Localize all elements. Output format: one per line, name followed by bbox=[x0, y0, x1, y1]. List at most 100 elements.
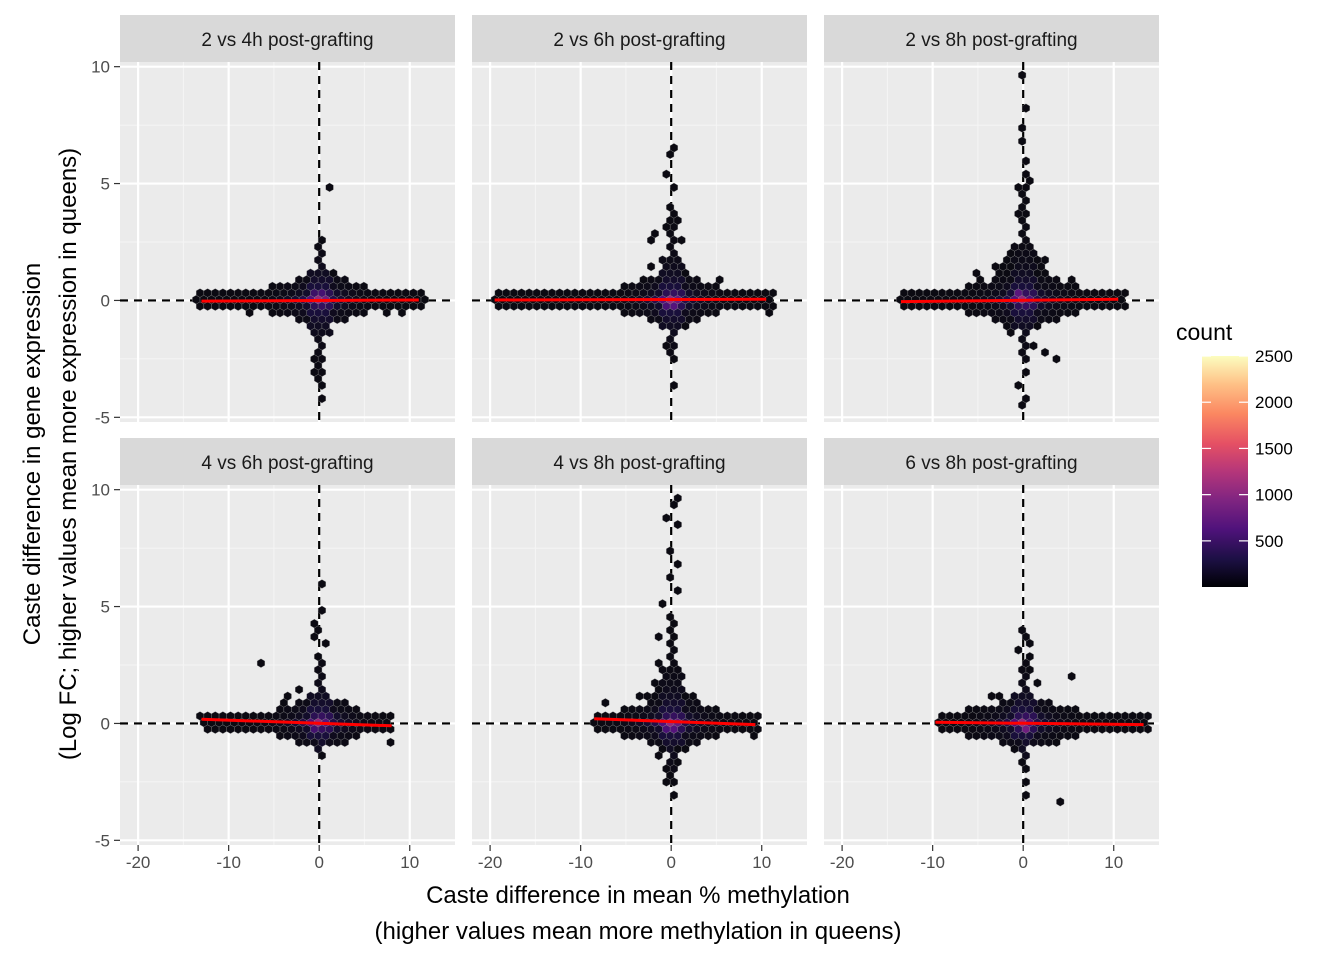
hexbin-cell bbox=[1018, 136, 1027, 146]
hexbin-cell bbox=[382, 308, 391, 318]
hexbin-cell bbox=[681, 321, 690, 331]
facet-strip-title: 2 vs 4h post-grafting bbox=[201, 30, 373, 51]
x-axis-title-line-1: Caste difference in mean % methylation bbox=[426, 882, 850, 909]
hexbin-cell bbox=[1025, 665, 1034, 675]
legend-title: count bbox=[1176, 319, 1233, 345]
hexbin-cell bbox=[650, 678, 659, 688]
fit-line bbox=[594, 717, 756, 727]
hexbin-cell bbox=[1018, 70, 1027, 80]
hexbin-cell bbox=[1006, 327, 1015, 338]
hexbin-cell bbox=[673, 519, 682, 530]
hexbin-cell bbox=[359, 281, 368, 292]
facet-strip bbox=[120, 15, 455, 62]
y-axis-title-line-1: Caste difference in gene expression bbox=[19, 263, 46, 645]
facet-panel: 2 vs 8h post-grafting bbox=[824, 15, 1159, 422]
hexbin-cell bbox=[1025, 176, 1034, 186]
hexbin-cell bbox=[314, 374, 323, 384]
y-axis-title-line-2: (Log FC; higher values mean more express… bbox=[55, 148, 82, 760]
y-axis-tick-label: 5 bbox=[101, 598, 110, 617]
facet-strip bbox=[472, 15, 807, 62]
hexbin-cell bbox=[669, 790, 678, 800]
hexbin-cell bbox=[669, 500, 678, 510]
legend-tick-label: 2500 bbox=[1255, 347, 1293, 366]
legend-tick-label: 1000 bbox=[1255, 486, 1293, 505]
fit-line bbox=[900, 297, 1119, 304]
hexbin-cell bbox=[1056, 797, 1065, 807]
legend-tick-label: 500 bbox=[1255, 532, 1283, 551]
hexbin-cell bbox=[317, 605, 326, 616]
hexbin-cell bbox=[658, 599, 667, 609]
facet-strip bbox=[472, 438, 807, 485]
y-axis-tick-label: -5 bbox=[95, 831, 110, 850]
facet-panel: 4 vs 6h post-grafting bbox=[120, 438, 455, 845]
hexbin-cell bbox=[1071, 704, 1080, 715]
hexbin-cell bbox=[639, 275, 648, 285]
hexbin-cell bbox=[666, 202, 675, 212]
hexbin-cell bbox=[666, 612, 675, 622]
hexbin-cell bbox=[317, 393, 326, 404]
hexbin-cell bbox=[325, 182, 334, 193]
hexbin-cell bbox=[765, 308, 774, 318]
hexbin-cell bbox=[681, 744, 690, 754]
reference-lines bbox=[120, 485, 455, 845]
hexbin-cell bbox=[1052, 737, 1061, 748]
hexbin-cell bbox=[711, 704, 720, 715]
hexbin-cell bbox=[420, 294, 429, 305]
x-axis-tick-label: 0 bbox=[314, 853, 323, 872]
hexbin-cell bbox=[666, 572, 675, 583]
hexbin-cell bbox=[715, 275, 724, 285]
hexbin-cell bbox=[1121, 288, 1130, 298]
hexbin-cell bbox=[1014, 645, 1023, 655]
y-axis-tick-label: -5 bbox=[95, 408, 110, 427]
facet-panel: 2 vs 6h post-grafting bbox=[472, 15, 807, 422]
hexbin-cell bbox=[643, 691, 652, 701]
hexbin-cell bbox=[976, 275, 985, 285]
facet-strip-title: 4 vs 6h post-grafting bbox=[201, 453, 373, 474]
hexbin-cell bbox=[352, 704, 361, 715]
hexbin-cell bbox=[1018, 123, 1027, 133]
facet-panel: 6 vs 8h post-grafting bbox=[824, 438, 1159, 845]
hexbin-cell bbox=[1052, 354, 1061, 364]
hexbin-cell bbox=[1014, 209, 1023, 219]
hexbin-cell bbox=[1025, 651, 1034, 662]
facet-strip bbox=[120, 438, 455, 485]
hexbin-cell bbox=[283, 691, 292, 701]
legend-ticks: 500 1000 1500 2000 2500 bbox=[1202, 347, 1293, 551]
hexbin-cell bbox=[662, 777, 671, 787]
hexbin-cell bbox=[329, 268, 338, 278]
hexbin-cell bbox=[1033, 678, 1042, 688]
hexbin-cell bbox=[397, 308, 406, 318]
hexbin-cell bbox=[386, 711, 395, 721]
x-axis-tick-label: -10 bbox=[920, 853, 945, 872]
hexbin-cell bbox=[654, 750, 663, 761]
hexbin-cell bbox=[666, 546, 675, 556]
hexbin-cell bbox=[662, 513, 671, 523]
x-axis-title-line-2: (higher values mean more methylation in … bbox=[375, 918, 902, 945]
hexbin-cell bbox=[1021, 156, 1030, 166]
facet-strip-title: 4 vs 8h post-grafting bbox=[553, 453, 725, 474]
hexbin-cell bbox=[1041, 255, 1049, 265]
y-axis-tick-label: 0 bbox=[101, 291, 110, 310]
hexbin-cell bbox=[1021, 790, 1030, 800]
x-axis-tick-label: 0 bbox=[1018, 853, 1027, 872]
hexbin-cell bbox=[310, 632, 319, 642]
hexbin-cell bbox=[669, 380, 678, 391]
hexbin-cell bbox=[673, 757, 682, 767]
x-axis-tick-label: -20 bbox=[126, 853, 151, 872]
hexbin-cell bbox=[1021, 354, 1030, 364]
hexbin-cell bbox=[654, 632, 663, 642]
hexbin-cell bbox=[245, 308, 254, 318]
x-axis-tick-label: -20 bbox=[830, 853, 855, 872]
hexbin-cell bbox=[662, 222, 671, 232]
hexbin-cell bbox=[1067, 671, 1076, 682]
y-axis-tick-label: 10 bbox=[91, 481, 110, 500]
hexbin-cell bbox=[310, 354, 319, 364]
x-axis-tick-label: 10 bbox=[400, 853, 419, 872]
hexbin-cell bbox=[321, 638, 330, 649]
hexbin-cell bbox=[689, 691, 697, 701]
hexbin-cell bbox=[662, 764, 671, 774]
hexbin-cell bbox=[1014, 182, 1023, 193]
facet-panel: 4 vs 8h post-grafting bbox=[472, 438, 807, 845]
hexbin-cell bbox=[677, 235, 686, 245]
